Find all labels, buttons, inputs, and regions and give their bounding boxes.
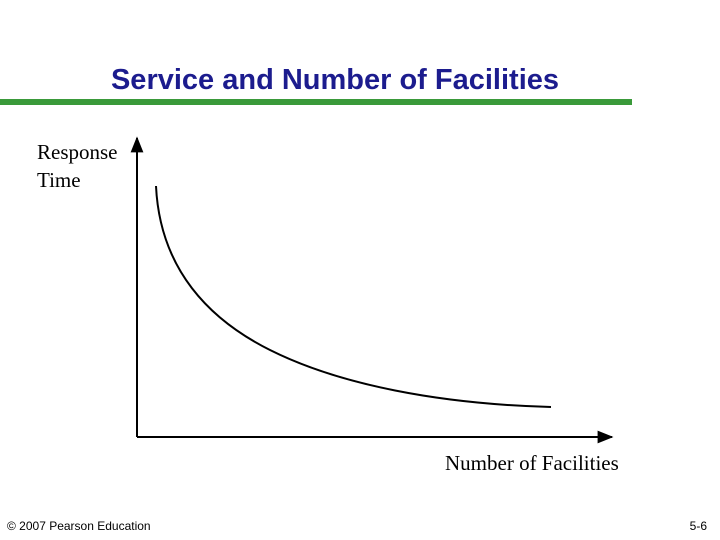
y-axis-label: Response (37, 140, 118, 164)
copyright: © 2007 Pearson Education (7, 519, 151, 533)
title-underline (0, 99, 632, 105)
x-axis-label: Number of Facilities (445, 451, 619, 475)
y-axis-label: Time (37, 168, 81, 192)
curve (155, 185, 552, 408)
slide-title: Service and Number of Facilities (111, 64, 559, 96)
page-number: 5-6 (690, 519, 708, 533)
